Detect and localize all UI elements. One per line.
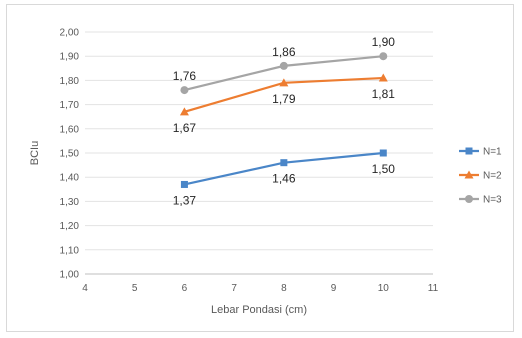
legend-label-n1: N=1 [483, 147, 502, 158]
x-tick-label: 6 [182, 283, 188, 294]
data-label-n1: 1,37 [173, 193, 197, 207]
y-tick-label: 1,80 [60, 76, 80, 87]
y-tick-label: 1,70 [60, 100, 80, 111]
x-tick-label: 11 [428, 283, 439, 294]
legend-marker-n3 [465, 195, 473, 203]
y-axis-ticks: 1,00 1,10 1,20 1,30 1,40 1,50 1,60 1,70 1,80 1,90… [60, 28, 80, 281]
data-label-n1: 1,46 [272, 172, 296, 186]
y-tick-label: 1,60 [60, 124, 80, 135]
legend-marker-n2 [464, 170, 474, 179]
y-tick-label: 1,40 [60, 173, 80, 184]
x-axis-ticks: 4 5 6 7 8 9 10 11 [82, 283, 438, 294]
data-point-n3 [180, 86, 189, 95]
y-tick-label: 1,20 [60, 221, 80, 232]
data-label-n3: 1,86 [272, 45, 296, 59]
x-tick-label: 8 [281, 283, 287, 294]
series-group [179, 52, 388, 188]
x-tick-label: 10 [378, 283, 390, 294]
data-point-n3 [379, 52, 388, 61]
legend-label-n2: N=2 [483, 171, 502, 182]
legend: N=1 N=2 N=3 [459, 147, 502, 206]
legend-label-n3: N=3 [483, 195, 502, 206]
y-tick-label: 1,10 [60, 245, 80, 256]
y-tick-label: 1,30 [60, 197, 80, 208]
data-label-n2: 1,67 [173, 121, 197, 135]
legend-marker-n1 [465, 147, 473, 155]
x-tick-label: 7 [231, 283, 237, 294]
data-label-n3: 1,76 [173, 69, 197, 83]
y-axis-title: BCIu [29, 141, 41, 165]
data-label-n1: 1,50 [372, 162, 396, 176]
data-label-n2: 1,79 [272, 92, 296, 106]
x-tick-label: 9 [331, 283, 337, 294]
data-point-n1 [280, 159, 288, 167]
x-tick-label: 4 [82, 283, 88, 294]
y-tick-label: 2,00 [60, 28, 80, 39]
x-tick-label: 5 [132, 283, 138, 294]
y-tick-label: 1,50 [60, 149, 80, 160]
data-labels: 1,37 1,46 1,50 1,67 1,79 1,81 1,76 1,86 1,90 [173, 35, 396, 207]
data-point-n2 [279, 78, 289, 87]
data-point-n3 [279, 61, 288, 70]
x-axis-title: Lebar Pondasi (cm) [211, 304, 307, 316]
data-label-n3: 1,90 [372, 35, 396, 49]
data-point-n2 [378, 73, 388, 82]
data-label-n2: 1,81 [372, 87, 396, 101]
data-point-n1 [180, 180, 188, 188]
y-tick-label: 1,90 [60, 52, 80, 63]
y-tick-label: 1,00 [60, 270, 80, 281]
data-point-n2 [179, 107, 189, 116]
data-point-n1 [379, 149, 387, 157]
